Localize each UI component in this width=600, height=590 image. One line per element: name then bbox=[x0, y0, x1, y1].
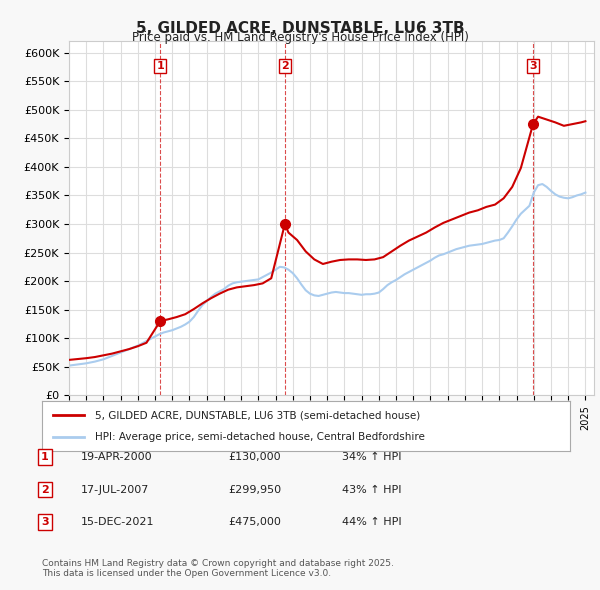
Text: 3: 3 bbox=[41, 517, 49, 527]
Text: HPI: Average price, semi-detached house, Central Bedfordshire: HPI: Average price, semi-detached house,… bbox=[95, 432, 425, 442]
Text: 34% ↑ HPI: 34% ↑ HPI bbox=[342, 453, 401, 462]
Text: 5, GILDED ACRE, DUNSTABLE, LU6 3TB (semi-detached house): 5, GILDED ACRE, DUNSTABLE, LU6 3TB (semi… bbox=[95, 410, 420, 420]
Text: Contains HM Land Registry data © Crown copyright and database right 2025.
This d: Contains HM Land Registry data © Crown c… bbox=[42, 559, 394, 578]
Text: 2: 2 bbox=[281, 61, 289, 71]
Text: £130,000: £130,000 bbox=[228, 453, 281, 462]
Text: 1: 1 bbox=[157, 61, 164, 71]
Text: Price paid vs. HM Land Registry's House Price Index (HPI): Price paid vs. HM Land Registry's House … bbox=[131, 31, 469, 44]
Text: 15-DEC-2021: 15-DEC-2021 bbox=[81, 517, 155, 527]
Text: 1: 1 bbox=[41, 453, 49, 462]
Text: 2: 2 bbox=[41, 485, 49, 494]
Text: £299,950: £299,950 bbox=[228, 485, 281, 494]
Text: 5, GILDED ACRE, DUNSTABLE, LU6 3TB: 5, GILDED ACRE, DUNSTABLE, LU6 3TB bbox=[136, 21, 464, 35]
Text: 43% ↑ HPI: 43% ↑ HPI bbox=[342, 485, 401, 494]
Text: 17-JUL-2007: 17-JUL-2007 bbox=[81, 485, 149, 494]
Text: 3: 3 bbox=[529, 61, 537, 71]
Text: 44% ↑ HPI: 44% ↑ HPI bbox=[342, 517, 401, 527]
Text: £475,000: £475,000 bbox=[228, 517, 281, 527]
Text: 19-APR-2000: 19-APR-2000 bbox=[81, 453, 152, 462]
